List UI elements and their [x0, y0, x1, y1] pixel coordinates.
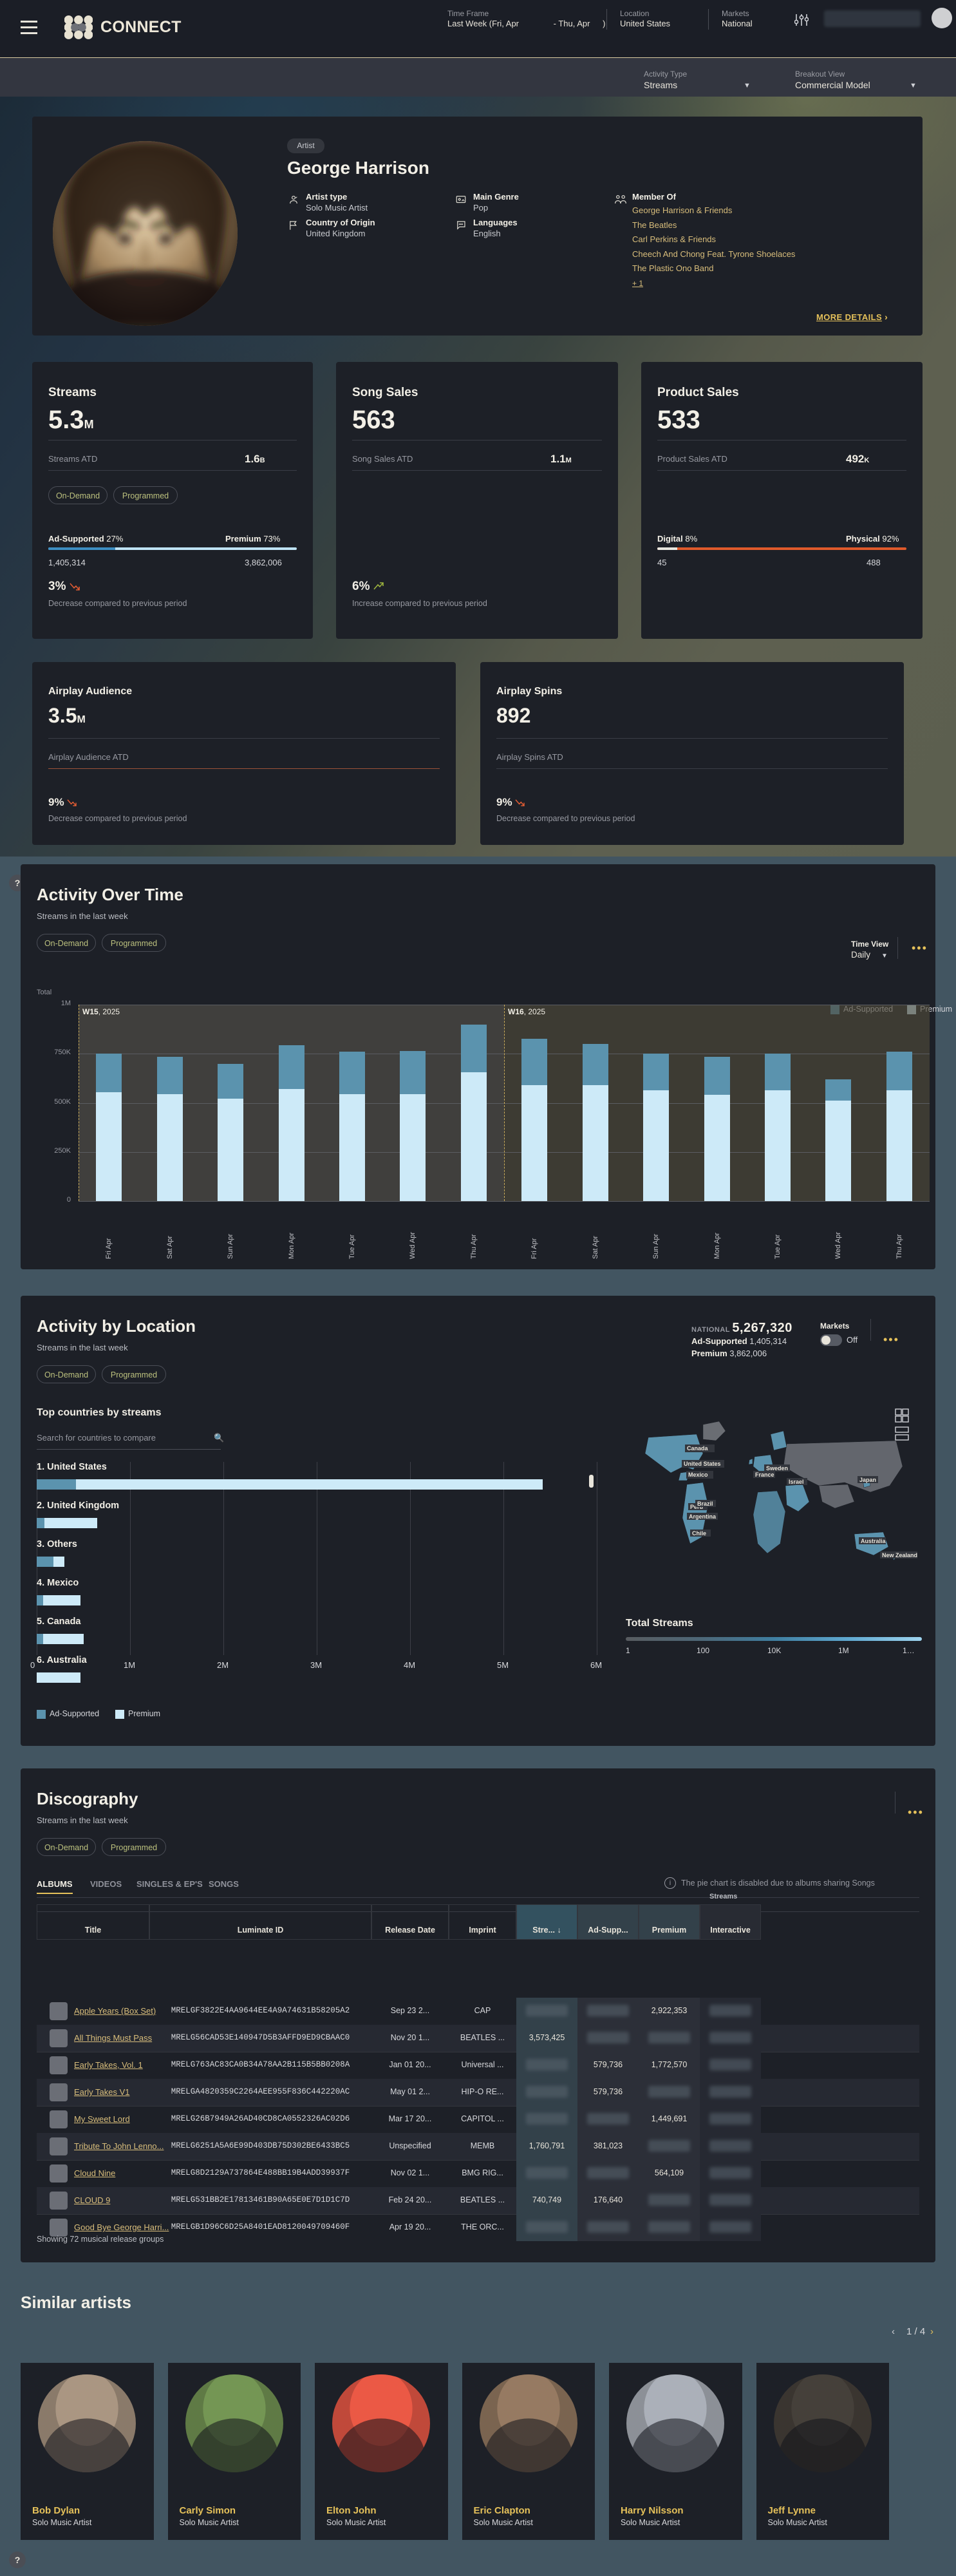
- svg-text:Mexico: Mexico: [688, 1472, 708, 1478]
- svg-text:United States: United States: [684, 1461, 721, 1467]
- svg-text:?: ?: [15, 878, 21, 888]
- svg-text:Chile: Chile: [692, 1530, 706, 1537]
- svg-text:Japan: Japan: [859, 1477, 876, 1483]
- svg-text:Canada: Canada: [687, 1445, 709, 1452]
- svg-text:Sweden: Sweden: [766, 1465, 788, 1472]
- svg-text:Australia: Australia: [861, 1538, 886, 1544]
- svg-text:Israel: Israel: [789, 1479, 804, 1485]
- svg-text:?: ?: [15, 2555, 21, 2565]
- svg-text:New Zealand: New Zealand: [882, 1552, 917, 1558]
- svg-text:Argentina: Argentina: [689, 1513, 717, 1520]
- svg-text:France: France: [755, 1472, 774, 1478]
- svg-text:Brazil: Brazil: [697, 1501, 713, 1507]
